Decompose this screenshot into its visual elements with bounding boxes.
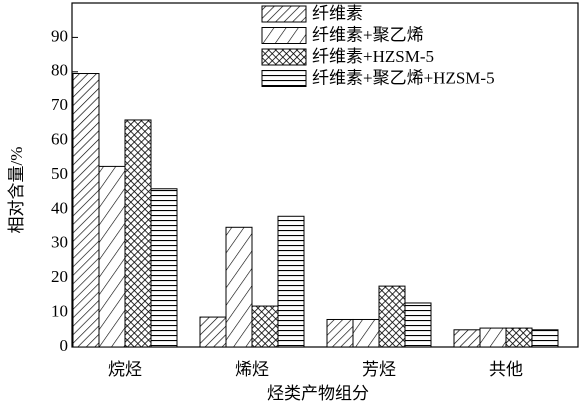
- y-tick-label: 50: [51, 164, 68, 183]
- legend-label: 纤维素+HZSM-5: [312, 47, 434, 66]
- y-tick-label: 80: [51, 61, 68, 80]
- y-tick-label: 70: [51, 95, 68, 114]
- legend-label: 纤维素+聚乙烯: [312, 25, 424, 44]
- bar: [277, 215, 305, 348]
- bar: [378, 285, 406, 348]
- x-tick-label: 共他: [489, 360, 523, 379]
- bar: [453, 329, 481, 348]
- bar: [98, 165, 126, 348]
- bar: [505, 327, 533, 348]
- x-tick-label: 烷烃: [108, 360, 142, 379]
- bar: [199, 316, 227, 348]
- legend-swatch: [261, 27, 307, 44]
- bar: [150, 188, 178, 348]
- y-tick-label: 90: [51, 26, 68, 45]
- y-axis-label: 相对含量/%: [7, 147, 26, 234]
- legend-swatch: [261, 48, 307, 66]
- y-tick-label: 20: [51, 267, 68, 286]
- legend-swatch: [261, 70, 307, 87]
- bar: [479, 327, 507, 348]
- y-tick-label: 0: [60, 336, 69, 355]
- bar: [251, 305, 279, 348]
- bar: [225, 226, 253, 348]
- y-tick-label: 40: [51, 198, 68, 217]
- y-tick-label: 30: [51, 233, 68, 252]
- y-tick-label: 60: [51, 130, 68, 149]
- x-tick-label: 芳烃: [362, 360, 396, 379]
- x-tick-label: 烯烃: [235, 360, 269, 379]
- legend-label: 纤维素: [312, 4, 363, 23]
- x-axis-label: 烃类产物组分: [267, 384, 369, 403]
- bar: [352, 318, 380, 348]
- bar: [124, 119, 152, 348]
- bar: [326, 318, 354, 348]
- legend-label: 纤维素+聚乙烯+HZSM-5: [312, 68, 495, 87]
- bar: [531, 329, 559, 348]
- bar: [72, 73, 100, 348]
- legend-swatch: [261, 5, 307, 23]
- y-tick-label: 10: [51, 302, 68, 321]
- bar: [404, 302, 432, 348]
